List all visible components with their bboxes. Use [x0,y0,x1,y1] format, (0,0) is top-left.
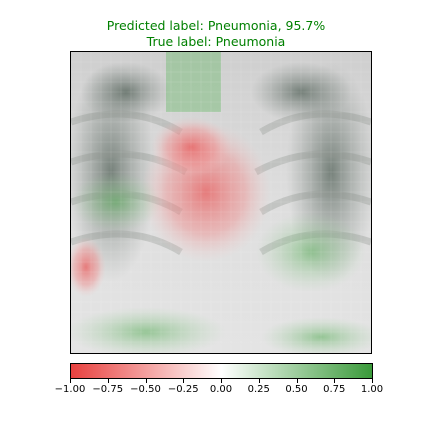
colorbar-tick-label: 0.50 [285,384,308,395]
attribution-image [70,51,372,354]
predicted-label-title: Predicted label: Pneumonia, 95.7% [106,18,326,33]
colorbar-tick [145,379,147,383]
xray-heatmap-svg [71,52,371,353]
colorbar-tick-label: −0.75 [92,384,124,395]
true-label-title: True label: Pneumonia [146,34,286,49]
colorbar-tick-label: −1.00 [54,384,86,395]
colorbar [70,363,373,379]
colorbar-tick [70,379,71,383]
colorbar-tick-label: −0.25 [167,384,199,395]
colorbar-tick [372,379,373,383]
colorbar-tick [107,379,109,383]
colorbar-tick [183,379,185,383]
colorbar-tick-label: 1.00 [360,384,384,395]
colorbar-tick-label: 0.25 [247,384,270,395]
colorbar-tick-label: −0.50 [130,384,161,395]
colorbar-tick-label: 0.75 [323,384,346,395]
colorbar-tick-label: 0.00 [209,384,233,395]
colorbar-tick [221,379,222,383]
colorbar-tick [334,379,336,383]
colorbar-tick [258,379,260,383]
colorbar-tick [296,379,298,383]
